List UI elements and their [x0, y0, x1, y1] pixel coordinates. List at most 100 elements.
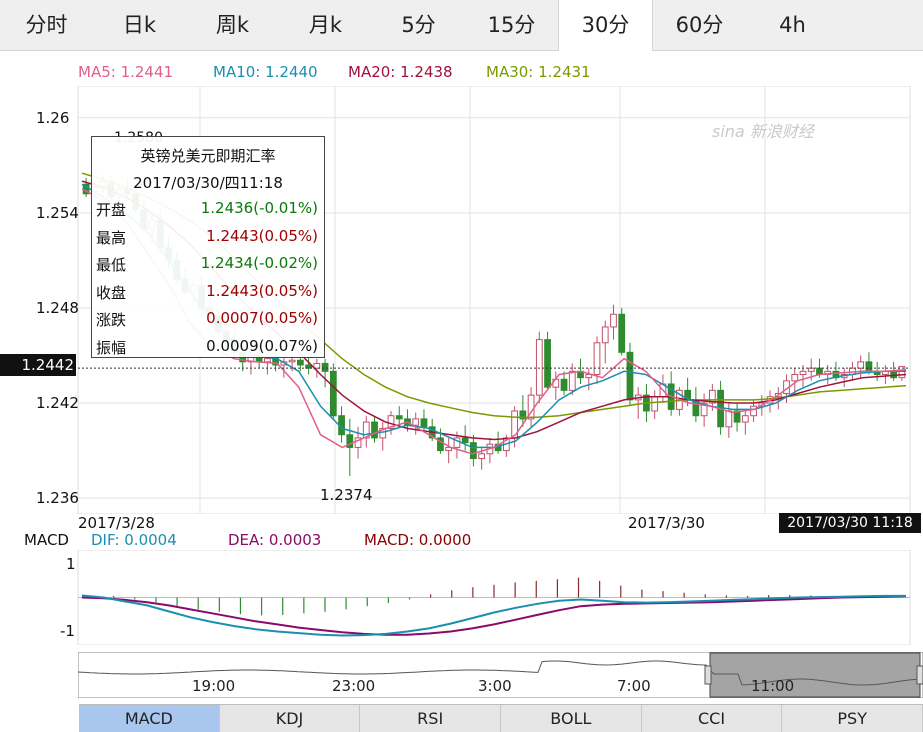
dea-line [81, 595, 907, 636]
x-label-start: 2017/3/28 [78, 514, 155, 532]
ohlc-tooltip: 英镑兑美元即期汇率 2017/03/30/四11:18 开盘 1.2436(-0.… [91, 136, 325, 358]
y-tick-label: 1.26 [36, 108, 70, 127]
macd-legend-item-2: DEA: 0.0003 [228, 531, 322, 549]
tooltip-row-label: 涨跌 [96, 311, 127, 329]
tooltip-row-label: 振幅 [96, 338, 127, 357]
y-tick-label: 1.254 [36, 203, 79, 222]
navigator-left-handle [704, 665, 712, 685]
candle-body [733, 410, 741, 423]
candle-body [346, 434, 354, 448]
tooltip-row-value: 1.2443(0.05%) [206, 226, 318, 245]
navigator-time-label: 23:00 [332, 677, 376, 695]
tooltip-row-1: 最高 1.2443(0.05%) [96, 227, 318, 249]
candle-body [791, 374, 799, 382]
tooltip-row-4: 涨跌 0.0007(0.05%) [96, 309, 318, 331]
candle-body [362, 421, 370, 439]
tooltip-row-3: 收盘 1.2443(0.05%) [96, 282, 318, 304]
candle-body [593, 342, 601, 376]
macd-legend-item-3: MACD: 0.0000 [364, 531, 472, 549]
candle-body [626, 351, 634, 401]
candle-body [816, 367, 823, 376]
ma-legend-item-0: MA5: 1.2441 [78, 63, 174, 81]
tab-2[interactable]: 周k [215, 13, 250, 37]
candle-body [395, 415, 403, 420]
candle-body [618, 313, 626, 353]
candle-body [305, 364, 312, 369]
candle-body [420, 418, 428, 428]
candle-body [445, 446, 453, 452]
candle-body [857, 361, 865, 369]
candle-body [519, 410, 527, 420]
candle-body [610, 313, 617, 328]
candle-body [725, 410, 733, 428]
period-tabs: 分时 日k 周k 月k 5分 15分 30分 60分 4h [0, 0, 923, 51]
tab-6[interactable]: 30分 [558, 0, 653, 51]
candle-body [321, 362, 329, 372]
tab-8[interactable]: 4h [779, 13, 806, 37]
candle-body [898, 366, 906, 379]
candle-body [799, 370, 807, 376]
indicator-tab-boll[interactable]: BOLL [501, 705, 642, 732]
indicator-tab-kdj[interactable]: KDJ [220, 705, 361, 732]
candle-body [470, 442, 477, 460]
tab-4[interactable]: 5分 [401, 13, 436, 37]
candle-body [750, 405, 757, 417]
tooltip-row-value: 0.0007(0.05%) [206, 309, 318, 327]
tooltip-title: 英镑兑美元即期汇率 [140, 147, 276, 165]
tab-3[interactable]: 月k [308, 13, 343, 37]
navigator-time-label: 3:00 [478, 677, 512, 695]
candle-body [288, 359, 296, 363]
candle-body [890, 370, 898, 379]
candle-body [329, 370, 337, 417]
candle-body [560, 378, 568, 391]
candle-body [865, 361, 873, 372]
ma-legend-item-2: MA20: 1.2438 [348, 63, 453, 81]
navigator-right-handle [916, 665, 923, 685]
tooltip-row-5: 振幅 0.0009(0.07%) [96, 337, 318, 359]
y-tick-label: 1.242 [36, 394, 79, 413]
tab-5[interactable]: 15分 [487, 13, 536, 37]
candle-body [535, 339, 543, 396]
y-tick-label: 1.248 [36, 298, 79, 317]
tab-0[interactable]: 分时 [25, 13, 68, 37]
candle-body [741, 415, 749, 423]
indicator-tab-psy[interactable]: PSY [782, 705, 923, 732]
candle-body [313, 362, 321, 369]
tooltip-row-label: 最低 [96, 256, 127, 274]
candle-body [354, 437, 362, 448]
indicator-tab-rsi[interactable]: RSI [360, 705, 502, 732]
y-tick-label: 1.236 [36, 489, 79, 508]
range-navigator[interactable] [78, 652, 923, 698]
candle-body [708, 389, 716, 404]
tooltip-row-value: 1.2443(0.05%) [206, 281, 318, 300]
tooltip-row-value: 0.0009(0.07%) [206, 336, 318, 355]
indicator-tab-cci[interactable]: CCI [642, 705, 783, 732]
x-label-mid: 2017/3/30 [628, 514, 705, 532]
tooltip-row-0: 开盘 1.2436(-0.01%) [96, 199, 318, 221]
candle-body [478, 453, 486, 460]
tooltip-row-label: 开盘 [96, 201, 127, 219]
candle-body [700, 402, 708, 417]
tooltip-row-label: 收盘 [96, 283, 127, 302]
dif-line [81, 594, 906, 637]
plot-frame [77, 86, 911, 514]
navigator-time-label: 11:00 [751, 677, 795, 695]
current-price-label: 1.2442 [0, 354, 76, 376]
indicator-tab-macd[interactable]: MACD [79, 705, 220, 732]
tab-1[interactable]: 日k [122, 13, 157, 37]
macd-chart [77, 550, 911, 645]
tooltip-datetime: 2017/03/30/四11:18 [133, 174, 283, 192]
ma-legend-item-3: MA30: 1.2431 [486, 63, 591, 81]
candle-body [461, 437, 469, 444]
ma-legend-item-1: MA10: 1.2440 [213, 63, 318, 81]
candle-body [412, 418, 420, 426]
tooltip-row-label: 最高 [96, 228, 127, 247]
macd-legend-item-0: MACD [24, 531, 69, 549]
macd-tick-top: 1 [66, 555, 76, 573]
candle-body [544, 339, 551, 388]
macd-tick-bottom: -1 [60, 622, 75, 640]
tab-7[interactable]: 60分 [675, 13, 724, 37]
tooltip-row-value: 1.2436(-0.01%) [200, 199, 318, 217]
candle-body [601, 326, 609, 344]
tooltip-row-value: 1.2434(-0.02%) [200, 254, 318, 272]
